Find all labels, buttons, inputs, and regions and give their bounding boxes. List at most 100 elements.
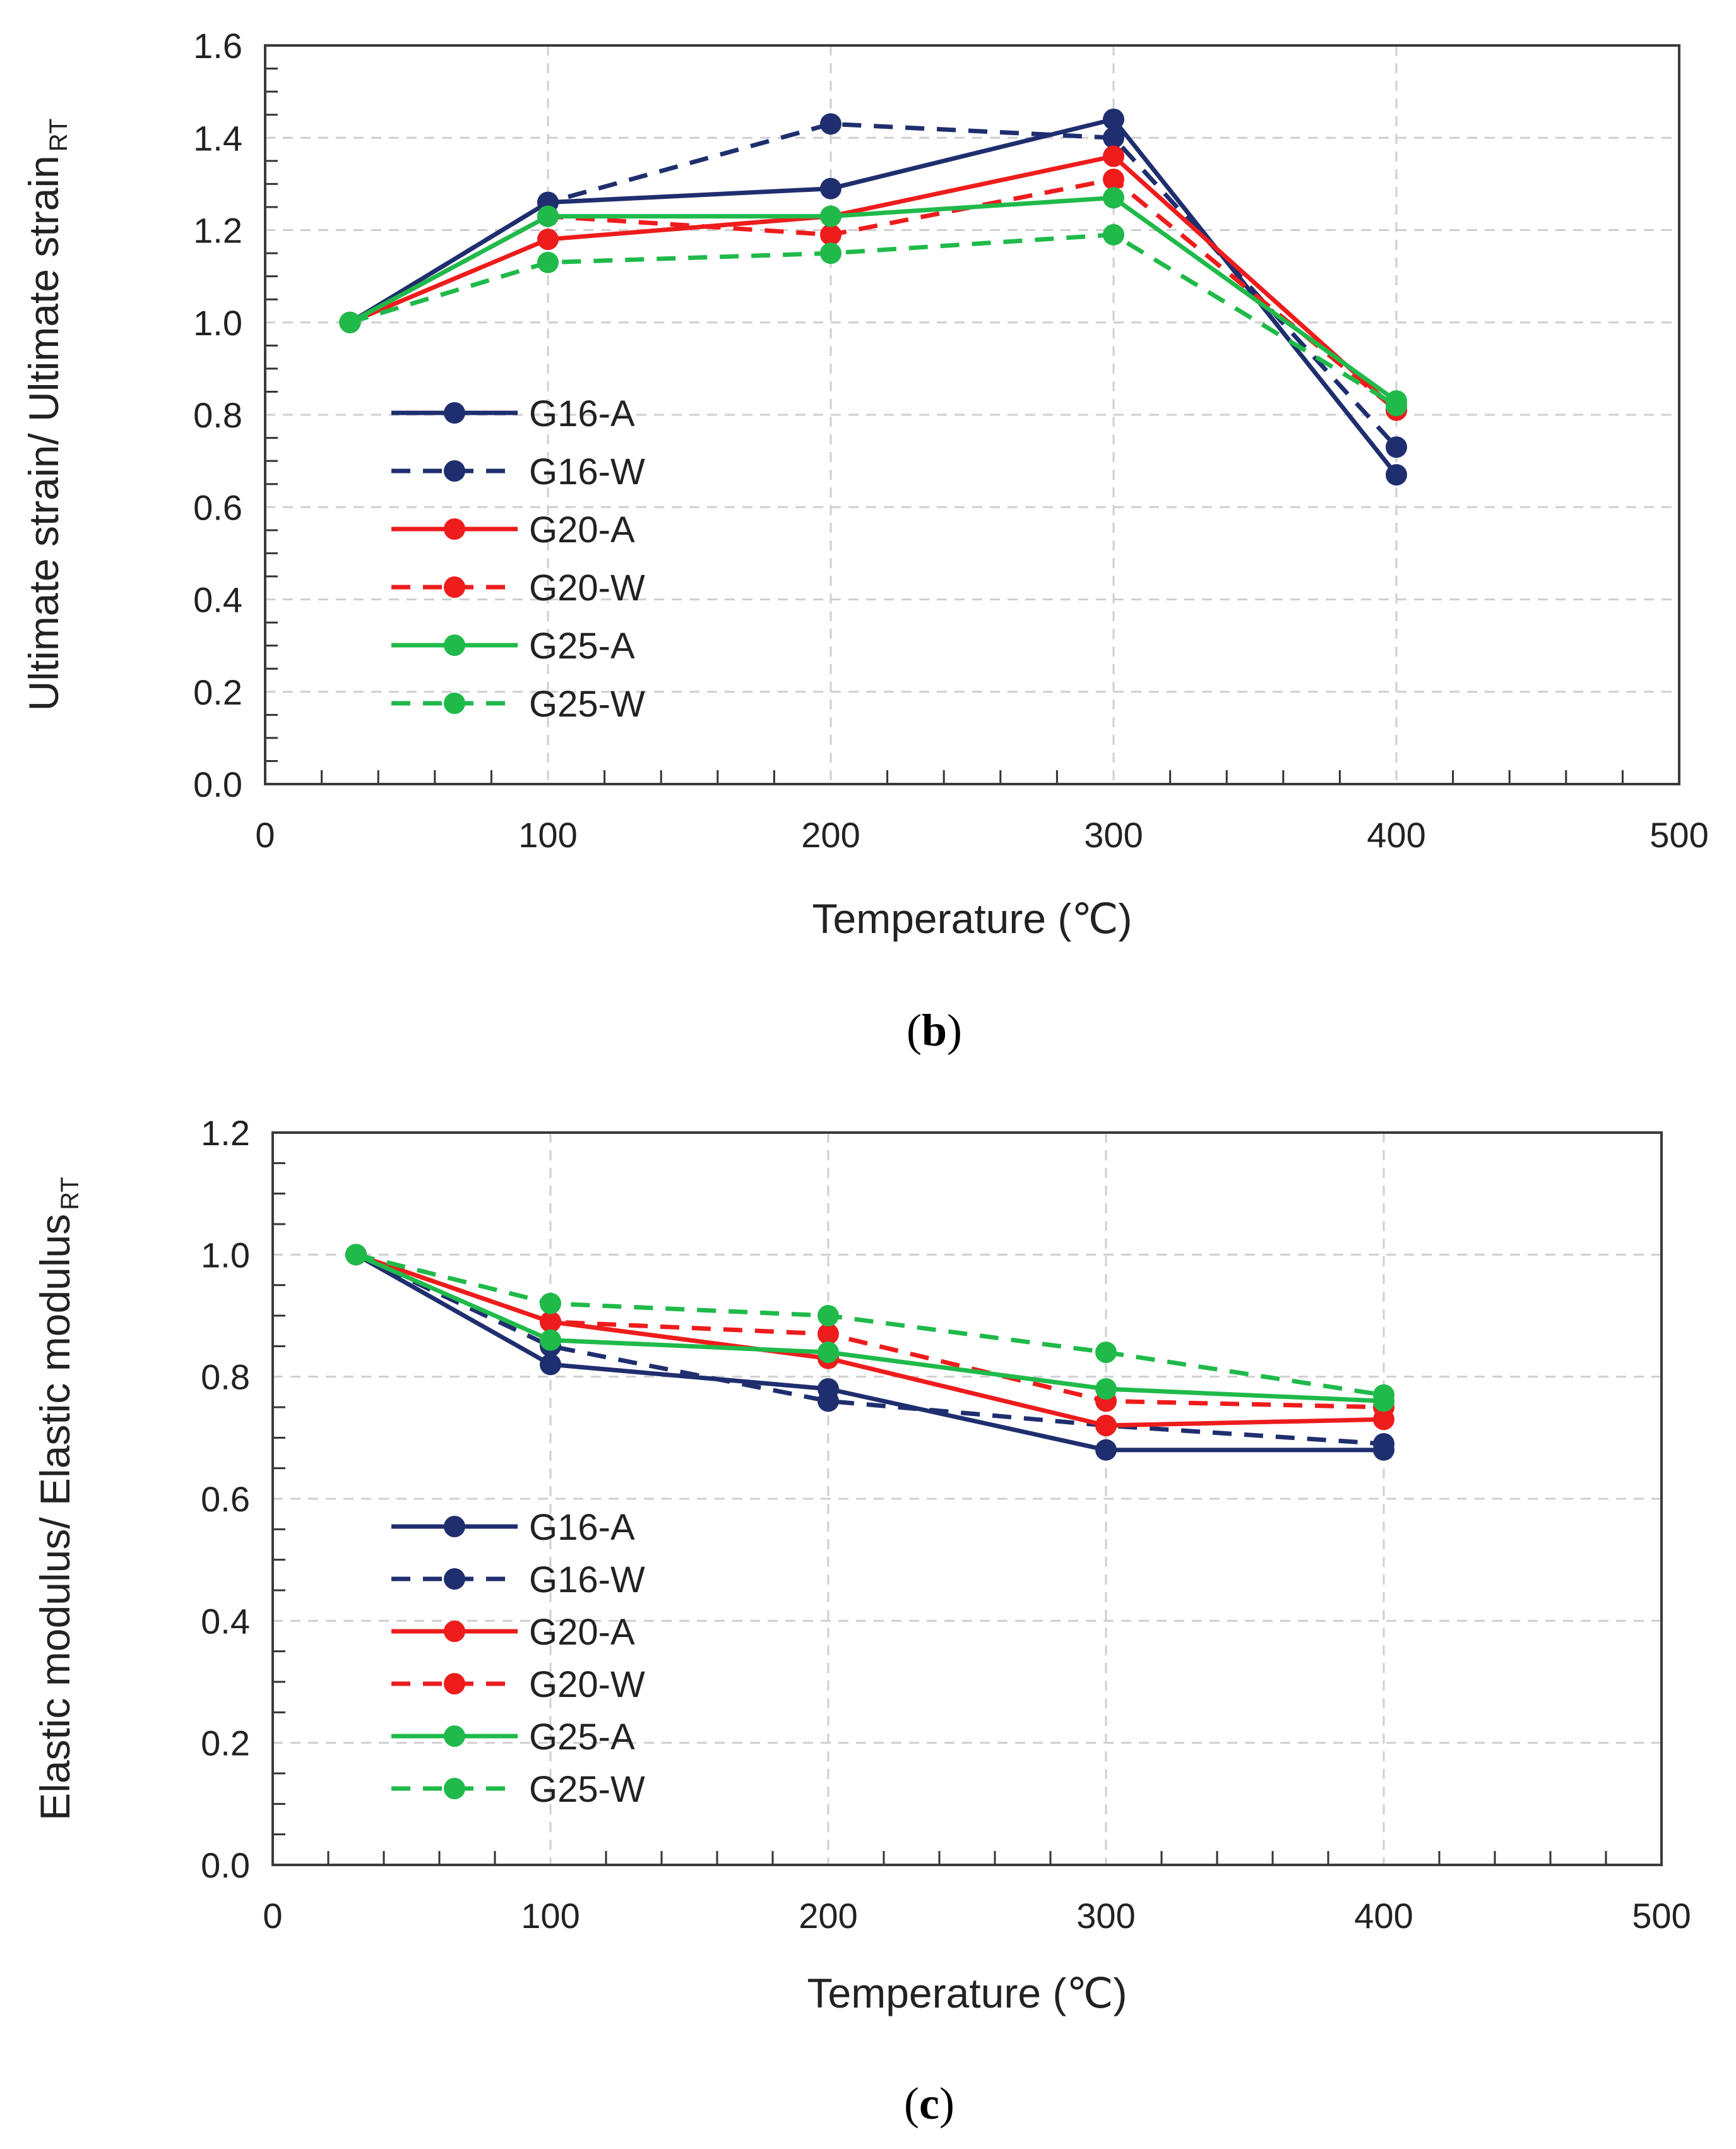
data-point-G16-A: [1386, 464, 1407, 486]
plot-frame: [271, 1131, 1663, 1866]
data-point-G16-A: [1103, 109, 1124, 130]
legend: G16-A G16-W G20-A G20-W G25-A G25-W: [391, 393, 645, 725]
legend-swatch-marker: [444, 1516, 465, 1537]
legend-label: G16-W: [529, 1559, 645, 1600]
data-point-G20-W: [1103, 169, 1124, 191]
data-point-G25-W: [537, 251, 559, 273]
data-point-G25-A: [540, 1329, 561, 1351]
figure-caption: (b): [907, 1005, 962, 1056]
plot-frame: [264, 44, 1680, 785]
x-tick-label: 100: [518, 815, 577, 855]
y-tick-label: 0.2: [193, 672, 242, 712]
data-point-G20-A: [537, 229, 559, 251]
chart-c: 0 100 200 300 400 500 0.0 0.2 0.4 0.6 0.8 1.0 1.2 Tem…: [32, 1113, 1691, 2129]
x-tick-label: 200: [801, 815, 860, 855]
y-axis-label: Ultimate strain/ Ultimate strainRT: [20, 119, 73, 711]
data-point-G25-W: [820, 242, 841, 265]
data-point-G16-A: [540, 1354, 561, 1376]
data-point-G25-W: [1373, 1384, 1394, 1406]
legend-label: G25-A: [529, 1717, 635, 1758]
data-point-G25-W: [339, 311, 361, 333]
y-tick-label: 1.0: [201, 1235, 250, 1275]
x-tick-label: 300: [1076, 1896, 1135, 1936]
data-point-G16-A: [820, 177, 841, 199]
legend-swatch-marker: [444, 1568, 465, 1590]
data-point-G20-A: [1103, 145, 1124, 167]
x-axis-label: Temperature (℃): [807, 1970, 1127, 2016]
y-tick-label: 1.0: [193, 303, 242, 343]
data-point-G25-W: [1103, 223, 1124, 246]
x-tick-label: 500: [1650, 815, 1708, 855]
data-point-G25-A: [817, 1342, 839, 1363]
data-point-G25-W: [1095, 1342, 1117, 1363]
y-tick-label: 0.6: [201, 1479, 250, 1519]
legend-label: G20-A: [529, 509, 635, 551]
y-tick-label: 0.0: [201, 1845, 250, 1885]
legend-label: G20-W: [529, 1664, 645, 1705]
x-tick-label: 0: [255, 815, 275, 855]
legend-swatch-marker: [444, 1621, 465, 1642]
legend-label: G25-W: [529, 1769, 645, 1810]
x-tick-label: 0: [263, 1896, 282, 1936]
figure-caption: (c): [904, 2078, 954, 2129]
y-tick-label: 1.6: [193, 26, 242, 66]
x-axis-label: Temperature (℃): [812, 895, 1133, 942]
x-tick-label: 200: [799, 1896, 857, 1936]
data-point-G25-W: [345, 1244, 367, 1266]
series-line-G16-W: [355, 1253, 1384, 1446]
legend-label: G25-A: [529, 626, 635, 667]
y-axis-label: Elastic modulus/ Elastic modulusRT: [32, 1177, 84, 1821]
data-point-G25-W: [1386, 395, 1407, 417]
y-tick-label: 0.6: [193, 487, 242, 527]
legend-swatch-marker: [444, 634, 465, 656]
y-tick-label: 0.4: [193, 580, 242, 620]
y-tick-label: 1.2: [201, 1113, 250, 1153]
legend-swatch-marker: [444, 518, 465, 540]
data-point-G25-W: [817, 1305, 839, 1326]
y-tick-label: 0.8: [201, 1357, 250, 1397]
legend-swatch-marker: [444, 1778, 465, 1799]
y-tick-label: 0.0: [193, 765, 242, 804]
data-point-G25-A: [537, 205, 559, 227]
series-G25-W: [339, 223, 1407, 417]
data-point-G25-A: [1095, 1378, 1117, 1400]
legend-swatch-marker: [444, 1725, 465, 1747]
data-point-G16-W: [1103, 127, 1124, 149]
y-tick-label: 0.8: [193, 395, 242, 435]
legend-label: G16-W: [529, 451, 645, 492]
data-point-G16-W: [1373, 1433, 1394, 1455]
series-G25-W: [345, 1244, 1394, 1406]
x-tick-label: 400: [1367, 815, 1425, 855]
data-point-G20-A: [1095, 1415, 1117, 1436]
data-point-G16-W: [817, 1390, 839, 1412]
legend-label: G16-A: [529, 393, 635, 434]
chart-b: 0 100 200 300 400 500 0.0 0.2 0.4 0.6 0.8 1.0 1.2 1.4…: [20, 26, 1709, 1056]
legend-label: G25-W: [529, 684, 645, 725]
data-point-G20-W: [820, 223, 841, 246]
legend-swatch-marker: [444, 402, 465, 424]
data-point-G25-A: [820, 205, 841, 227]
legend-swatch-marker: [444, 460, 465, 482]
data-point-G20-W: [817, 1323, 839, 1345]
y-tick-label: 0.4: [201, 1601, 250, 1641]
data-point-G16-W: [820, 113, 841, 135]
legend-swatch-marker: [444, 576, 465, 598]
data-point-G20-W: [540, 1311, 561, 1333]
data-point-G25-W: [540, 1292, 561, 1314]
legend-swatch-marker: [444, 693, 465, 714]
x-tick-label: 500: [1632, 1896, 1691, 1936]
legend: G16-A G16-W G20-A G20-W G25-A G25-W: [391, 1507, 645, 1810]
data-point-G25-A: [1103, 187, 1124, 209]
legend-swatch-marker: [444, 1673, 465, 1694]
y-tick-label: 0.2: [201, 1723, 250, 1763]
data-point-G16-W: [1386, 436, 1407, 458]
legend-label: G20-W: [529, 568, 645, 609]
y-tick-label: 1.2: [193, 211, 242, 251]
x-tick-label: 400: [1354, 1896, 1413, 1936]
x-tick-label: 100: [521, 1896, 580, 1936]
legend-label: G16-A: [529, 1507, 635, 1548]
x-tick-label: 300: [1084, 815, 1143, 855]
y-tick-label: 1.4: [193, 118, 242, 158]
data-point-G16-A: [1095, 1439, 1117, 1461]
